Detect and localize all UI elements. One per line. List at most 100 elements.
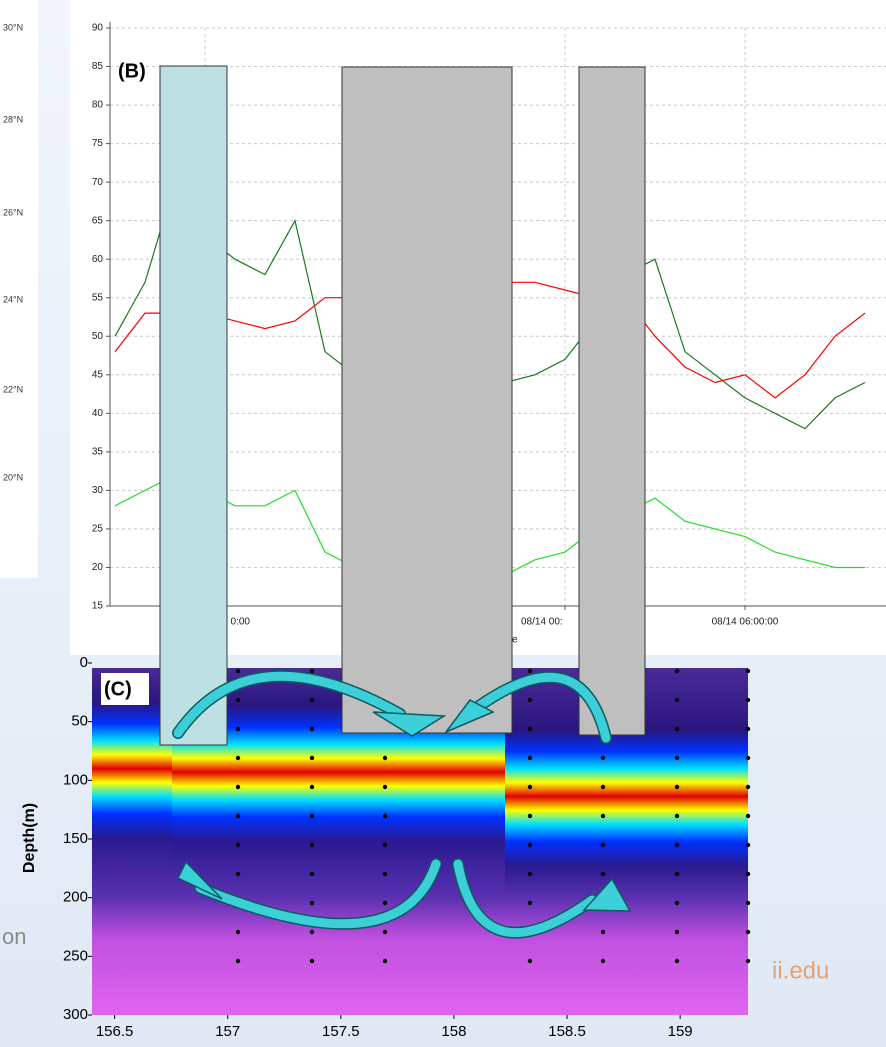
sample-dot xyxy=(674,726,680,732)
sample-dot xyxy=(600,929,606,935)
sample-dot xyxy=(235,668,241,674)
highlight-box xyxy=(341,66,513,734)
sample-dot xyxy=(600,813,606,819)
sample-dot xyxy=(309,958,315,964)
sample-dot xyxy=(745,755,751,761)
sample-dot xyxy=(527,726,533,732)
sample-dot xyxy=(674,697,680,703)
sample-dot xyxy=(309,697,315,703)
sample-dot xyxy=(600,871,606,877)
sample-dot xyxy=(674,813,680,819)
x-tick-label: 158 xyxy=(441,1023,466,1040)
y-tick-label: 200 xyxy=(63,889,88,906)
sample-dot xyxy=(309,842,315,848)
arrowhead xyxy=(582,877,632,912)
arrowhead xyxy=(443,699,495,734)
sample-dot xyxy=(382,958,388,964)
sample-dot xyxy=(527,813,533,819)
y-tick-label: 30 xyxy=(92,485,104,496)
sample-dot xyxy=(600,784,606,790)
sample-dot xyxy=(235,697,241,703)
panel-label: (C) xyxy=(104,678,132,700)
sample-dot xyxy=(527,697,533,703)
sample-dot xyxy=(674,668,680,674)
sample-dot xyxy=(382,929,388,935)
sample-dot xyxy=(527,900,533,906)
arrow xyxy=(195,859,441,929)
sample-dot xyxy=(674,900,680,906)
arrowheads xyxy=(176,699,632,912)
sample-dot xyxy=(382,842,388,848)
sample-dot xyxy=(745,726,751,732)
sample-dot xyxy=(674,929,680,935)
sample-dot xyxy=(674,958,680,964)
sample-dot xyxy=(309,813,315,819)
y-tick-label: 55 xyxy=(92,292,104,303)
y-tick-label: 75 xyxy=(92,138,104,149)
sample-dot xyxy=(235,784,241,790)
sample-dot xyxy=(745,871,751,877)
sample-dot xyxy=(382,784,388,790)
y-tick-label: 20 xyxy=(92,562,104,573)
background-text: ii.edu xyxy=(772,957,829,984)
sample-dot xyxy=(309,668,315,674)
y-tick-label: 100 xyxy=(63,771,88,788)
sample-dot xyxy=(235,755,241,761)
y-tick-label: 65 xyxy=(92,215,104,226)
y-tick-label: 50 xyxy=(92,331,104,342)
x-tick-label: 0:00 xyxy=(231,617,251,628)
lat-label: 26°N xyxy=(3,207,23,217)
y-tick-label: 300 xyxy=(63,1006,88,1023)
x-tick-label: 157.5 xyxy=(322,1023,360,1040)
arrow xyxy=(173,671,405,738)
arrow xyxy=(453,859,597,938)
sample-dot xyxy=(745,697,751,703)
sample-dot xyxy=(527,755,533,761)
sample-dot xyxy=(235,871,241,877)
highlight-box xyxy=(578,66,646,736)
y-tick-label: 250 xyxy=(63,947,88,964)
sample-dot xyxy=(382,871,388,877)
sample-dot xyxy=(527,871,533,877)
panel-label: (B) xyxy=(118,60,146,82)
label-box xyxy=(101,673,149,705)
sample-dot xyxy=(309,755,315,761)
sample-dot xyxy=(527,842,533,848)
x-tick-label: 156.5 xyxy=(96,1023,134,1040)
y-tick-label: 70 xyxy=(92,177,104,188)
sample-dot xyxy=(745,900,751,906)
arrows xyxy=(172,670,612,939)
sample-dot xyxy=(309,871,315,877)
sample-dot xyxy=(600,842,606,848)
y-tick-label: 80 xyxy=(92,100,104,111)
sample-dot xyxy=(382,813,388,819)
field xyxy=(92,668,172,1015)
sample-dot xyxy=(235,813,241,819)
y-tick-label: 50 xyxy=(71,713,88,730)
lat-label: 28°N xyxy=(3,114,23,124)
sample-dot xyxy=(745,784,751,790)
y-tick-label: 90 xyxy=(92,23,104,34)
y-tick-label: 40 xyxy=(92,408,104,419)
sample-dot xyxy=(674,871,680,877)
arrowhead xyxy=(176,860,223,900)
arrow xyxy=(463,672,611,743)
sample-dot xyxy=(674,755,680,761)
x-tick-label: 157 xyxy=(215,1023,240,1040)
y-tick-label: 15 xyxy=(92,601,104,612)
sample-dot xyxy=(235,842,241,848)
sample-dot xyxy=(745,929,751,935)
lat-label: 30°N xyxy=(3,22,23,32)
y-tick-label: 150 xyxy=(63,830,88,847)
y-tick-label: 60 xyxy=(92,254,104,265)
sample-dot xyxy=(309,726,315,732)
sample-dot xyxy=(527,784,533,790)
panel-a xyxy=(0,0,38,578)
x-tick-label: 08/14 00: xyxy=(521,617,563,628)
sample-dot xyxy=(527,958,533,964)
sample-dot xyxy=(235,726,241,732)
sample-dot xyxy=(745,813,751,819)
arrowhead xyxy=(372,711,447,737)
sample-dot xyxy=(382,755,388,761)
